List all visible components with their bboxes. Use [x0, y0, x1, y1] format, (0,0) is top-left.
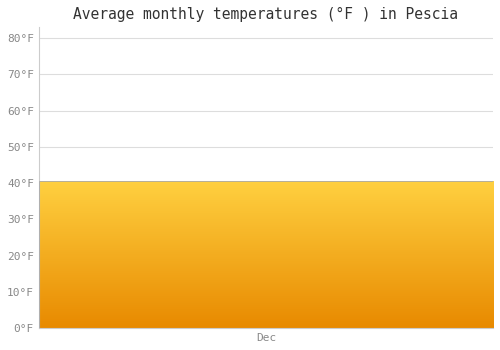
Bar	[39, 181, 493, 328]
Title: Average monthly temperatures (°F ) in Pescia: Average monthly temperatures (°F ) in Pe…	[74, 7, 458, 22]
